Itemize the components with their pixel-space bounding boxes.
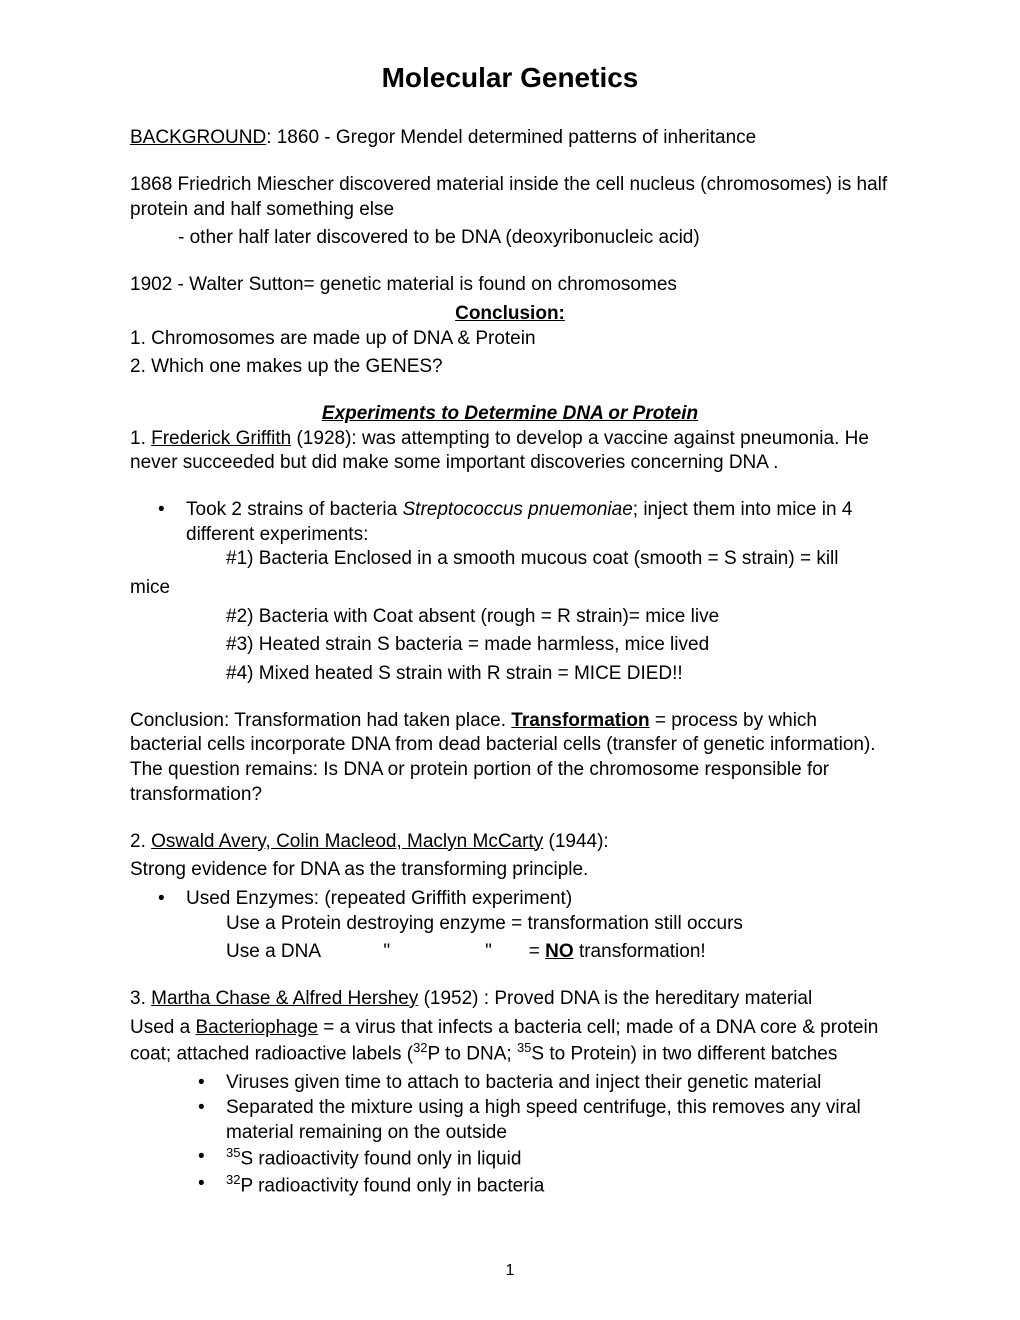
avery-line2: Strong evidence for DNA as the transform… (130, 858, 890, 883)
griffith-prefix: 1. (130, 428, 151, 449)
avery-label: Oswald Avery, Colin Macleod, Maclyn McCa… (151, 831, 543, 852)
hershey-b3-text: S radioactivity found only in liquid (240, 1149, 521, 1170)
hershey-bacterio: Bacteriophage (195, 1017, 318, 1038)
bullet1-italic: Streptococcus pnuemoniae (403, 499, 633, 520)
background-line: BACKGROUND: 1860 - Gregor Mendel determi… (130, 126, 890, 151)
background-label: BACKGROUND (130, 127, 266, 148)
sup-35: 35 (517, 1040, 531, 1055)
hershey-p1-pre: Used a (130, 1017, 195, 1038)
avery-prefix: 2. (130, 831, 151, 852)
avery-bullets: Used Enzymes: (repeated Griffith experim… (130, 887, 890, 912)
miescher-section: 1868 Friedrich Miescher discovered mater… (130, 173, 890, 251)
avery-sub1: Use a Protein destroying enzyme = transf… (130, 912, 890, 937)
griffith-intro: 1. Frederick Griffith (1928): was attemp… (130, 427, 890, 476)
background-section: BACKGROUND: 1860 - Gregor Mendel determi… (130, 126, 890, 151)
hershey-b1: Viruses given time to attach to bacteria… (130, 1071, 890, 1096)
hershey-label: Martha Chase & Alfred Hershey (151, 988, 418, 1009)
experiments-heading: Experiments to Determine DNA or Protein (130, 402, 890, 427)
exp1: #1) Bacteria Enclosed in a smooth mucous… (130, 547, 890, 572)
sup-35-b: 35 (226, 1145, 240, 1160)
avery-line1: 2. Oswald Avery, Colin Macleod, Maclyn M… (130, 830, 890, 855)
trans-pre: Conclusion: Transformation had taken pla… (130, 710, 511, 731)
hershey-p1-p: P to DNA; (428, 1044, 517, 1065)
hershey-b4-text: P radioactivity found only in bacteria (240, 1176, 544, 1197)
hershey-b4: 32P radioactivity found only in bacteria (130, 1172, 890, 1199)
hershey-prefix: 3. (130, 988, 151, 1009)
griffith-bullets: Took 2 strains of bacteria Streptococcus… (130, 498, 890, 547)
hershey-line1: 3. Martha Chase & Alfred Hershey (1952) … (130, 987, 890, 1012)
avery-no: NO (545, 941, 574, 962)
hershey-text: (1952) : Proved DNA is the hereditary ma… (418, 988, 812, 1009)
p1868: 1868 Friedrich Miescher discovered mater… (130, 173, 890, 222)
griffith-section: 1. Frederick Griffith (1928): was attemp… (130, 427, 890, 476)
avery-bullet: Used Enzymes: (repeated Griffith experim… (130, 887, 890, 912)
exp4: #4) Mixed heated S strain with R strain … (130, 662, 890, 687)
document-page: Molecular Genetics BACKGROUND: 1860 - Gr… (0, 0, 1020, 1239)
transformation-label: Transformation (511, 710, 649, 731)
p1902: 1902 - Walter Sutton= genetic material i… (130, 273, 890, 298)
transformation-conclusion: Conclusion: Transformation had taken pla… (130, 709, 890, 808)
griffith-bullet-1: Took 2 strains of bacteria Streptococcus… (130, 498, 890, 547)
avery-sub2: Use a DNA " " = NO transformation! (130, 940, 890, 965)
page-number: 1 (0, 1262, 1020, 1280)
p1868-sub: - other half later discovered to be DNA … (130, 226, 890, 251)
avery-year: (1944): (543, 831, 608, 852)
conclusion-heading: Conclusion: (130, 302, 890, 327)
hershey-p1-s: S to Protein) in two different batches (531, 1044, 837, 1065)
bullet1-pre: Took 2 strains of bacteria (186, 499, 403, 520)
sup-32: 32 (413, 1040, 427, 1055)
hershey-b2: Separated the mixture using a high speed… (130, 1096, 890, 1145)
exp3: #3) Heated strain S bacteria = made harm… (130, 633, 890, 658)
sutton-section: 1902 - Walter Sutton= genetic material i… (130, 273, 890, 380)
page-title: Molecular Genetics (130, 60, 890, 96)
conclusion-2: 2. Which one makes up the GENES? (130, 355, 890, 380)
background-text: : 1860 - Gregor Mendel determined patter… (266, 127, 756, 148)
hershey-bullets: Viruses given time to attach to bacteria… (130, 1071, 890, 1199)
hershey-b3: 35S radioactivity found only in liquid (130, 1145, 890, 1172)
hershey-p1: Used a Bacteriophage = a virus that infe… (130, 1016, 890, 1068)
exp1-tail: mice (130, 576, 890, 601)
sup-32-b: 32 (226, 1172, 240, 1187)
conclusion-1: 1. Chromosomes are made up of DNA & Prot… (130, 327, 890, 352)
griffith-label: Frederick Griffith (151, 428, 291, 449)
avery-sub2-post: transformation! (574, 941, 706, 962)
avery-sub2-pre: Use a DNA " " = (226, 941, 545, 962)
exp2: #2) Bacteria with Coat absent (rough = R… (130, 605, 890, 630)
transformation-para: Conclusion: Transformation had taken pla… (130, 709, 890, 808)
